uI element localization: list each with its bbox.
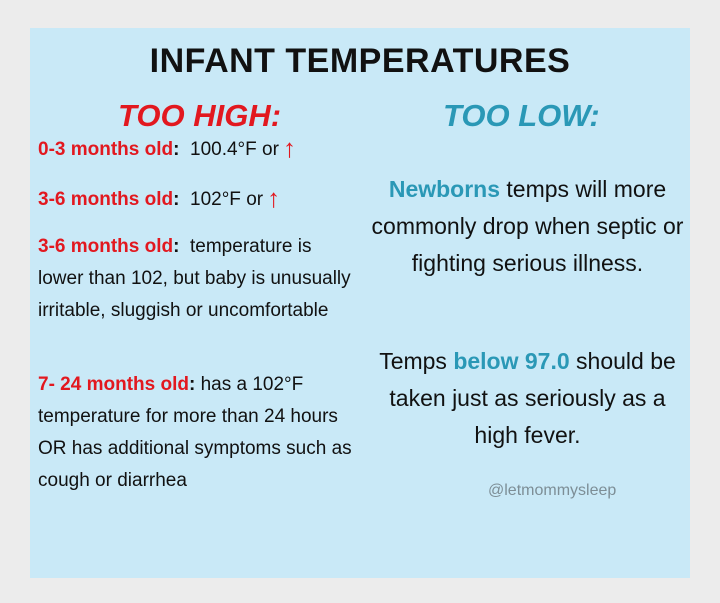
age-label: 3-6 months old bbox=[38, 189, 174, 210]
age-label: 0-3 months old bbox=[38, 139, 174, 160]
paragraph-text: Temps bbox=[379, 348, 454, 374]
item-text: temperature is lower than 102, but baby … bbox=[38, 236, 356, 321]
high-item-3-6-a: 3-6 months old: 102°F or ↑ bbox=[38, 182, 358, 216]
up-arrow-icon: ↑ bbox=[282, 133, 296, 163]
age-label: 7- 24 months old bbox=[38, 374, 189, 395]
too-low-paragraph-2: Temps below 97.0 should be taken just as… bbox=[365, 343, 690, 454]
label-colon: : bbox=[173, 236, 180, 257]
label-colon: : bbox=[188, 374, 196, 395]
paragraph-text: should be taken just as seriously as a h… bbox=[389, 348, 676, 448]
paragraph-text: temps will more commonly drop when septi… bbox=[371, 176, 684, 276]
below-97-highlight: below 97.0 bbox=[453, 348, 570, 374]
item-text: 100.4°F or bbox=[179, 139, 279, 160]
too-low-heading: TOO LOW: bbox=[443, 98, 600, 133]
credit-handle: @letmommysleep bbox=[488, 482, 617, 499]
item-text: has a 102°F temperature for more than 24… bbox=[38, 374, 352, 491]
age-label: 3-6 months old bbox=[38, 236, 174, 257]
high-item-0-3: 0-3 months old: 100.4°F or ↑ bbox=[38, 132, 358, 166]
high-item-7-24: 7- 24 months old: has a 102°F temperatur… bbox=[38, 369, 358, 497]
item-text: 102°F or bbox=[179, 189, 264, 210]
up-arrow-icon: ↑ bbox=[267, 183, 281, 213]
too-low-paragraph-1: Newborns temps will more commonly drop w… bbox=[365, 171, 690, 282]
label-colon: : bbox=[173, 139, 180, 160]
label-colon: : bbox=[173, 189, 180, 210]
newborns-highlight: Newborns bbox=[388, 176, 501, 202]
high-item-3-6-b: 3-6 months old: temperature is lower tha… bbox=[38, 231, 358, 327]
too-high-heading: TOO HIGH: bbox=[118, 98, 282, 133]
info-card: INFANT TEMPERATURES TOO HIGH: TOO LOW: 0… bbox=[30, 28, 690, 578]
page-title: INFANT TEMPERATURES bbox=[149, 42, 571, 80]
